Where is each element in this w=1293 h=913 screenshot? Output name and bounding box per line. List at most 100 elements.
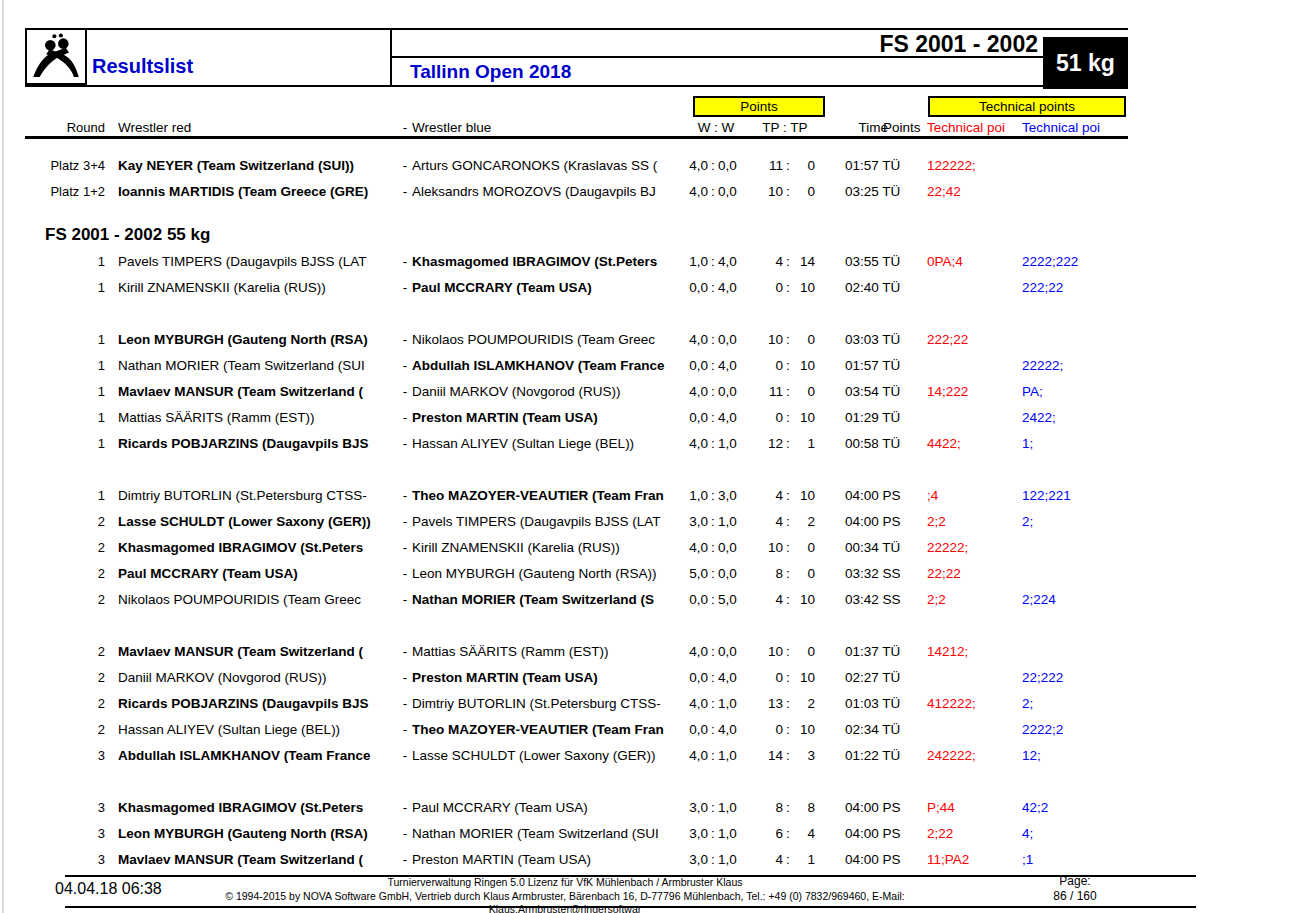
time-result-cell: 03:03 TÜ bbox=[845, 327, 930, 353]
classification-points-blue: 0,0 bbox=[718, 153, 752, 179]
technical-score-separator: : bbox=[783, 795, 793, 821]
classification-points-separator: : bbox=[708, 821, 718, 847]
time-result-cell: 01:03 TÜ bbox=[845, 691, 930, 717]
technical-score-separator: : bbox=[783, 847, 793, 873]
classification-points-red: 5,0 bbox=[680, 561, 708, 587]
technical-score-blue: 0 bbox=[793, 639, 815, 665]
technical-score-separator: : bbox=[783, 483, 793, 509]
technical-score-blue: 1 bbox=[793, 431, 815, 457]
technical-points-blue-cell: 2; bbox=[1022, 509, 1128, 535]
wrestler-blue-cell: Theo MAZOYER-VEAUTIER (Team Fran bbox=[412, 483, 678, 509]
round-cell: 1 bbox=[25, 431, 105, 457]
classification-points-red: 4,0 bbox=[680, 743, 708, 769]
wrestler-blue-cell: Nathan MORIER (Team Switzerland (SUI bbox=[412, 821, 678, 847]
classification-points-blue: 1,0 bbox=[718, 743, 752, 769]
classification-points-red: 0,0 bbox=[680, 275, 708, 301]
classification-points-red: 0,0 bbox=[680, 405, 708, 431]
wrestler-red-cell: Nathan MORIER (Team Switzerland (SUI bbox=[118, 353, 398, 379]
technical-score-red: 10 bbox=[755, 639, 783, 665]
technical-score-separator: : bbox=[783, 509, 793, 535]
round-cell: 1 bbox=[25, 275, 105, 301]
time-result-cell: 01:57 TÜ bbox=[845, 353, 930, 379]
bout-row: 3 Abdullah ISLAMKHANOV (Team France - La… bbox=[25, 743, 1128, 769]
bout-row: 3 Mavlaev MANSUR (Team Switzerland ( - P… bbox=[25, 847, 1128, 873]
bout-row: 2 Daniil MARKOV (Novgorod (RUS)) - Prest… bbox=[25, 665, 1128, 691]
technical-score-separator: : bbox=[783, 639, 793, 665]
round-cell: 1 bbox=[25, 249, 105, 275]
time-result-cell: 03:55 TÜ bbox=[845, 249, 930, 275]
column-header-technical-blue: Technical poi bbox=[1022, 119, 1128, 136]
bout-row: 3 Khasmagomed IBRAGIMOV (St.Peters - Pau… bbox=[25, 795, 1128, 821]
technical-points-red-cell: 0PA;4 bbox=[927, 249, 1021, 275]
wrestler-blue-cell: Preston MARTIN (Team USA) bbox=[412, 405, 678, 431]
wrestler-red-cell: Mattias SÄÄRITS (Ramm (EST)) bbox=[118, 405, 398, 431]
technical-score-red: 12 bbox=[755, 431, 783, 457]
technical-points-red-cell: ;4 bbox=[927, 483, 1021, 509]
wrestler-red-cell: Kirill ZNAMENSKII (Karelia (RUS)) bbox=[118, 275, 398, 301]
classification-points-blue: 1,0 bbox=[718, 509, 752, 535]
technical-points-red-cell: 22222; bbox=[927, 535, 1021, 561]
wrestler-blue-cell: Arturs GONCARONOKS (Kraslavas SS ( bbox=[412, 153, 678, 179]
time-result-cell: 00:58 TÜ bbox=[845, 431, 930, 457]
technical-score-red: 0 bbox=[755, 717, 783, 743]
technical-score-red: 0 bbox=[755, 405, 783, 431]
technical-score-blue: 3 bbox=[793, 743, 815, 769]
wrestler-blue-cell: Preston MARTIN (Team USA) bbox=[412, 847, 678, 873]
separator-dash: - bbox=[399, 665, 411, 691]
page-title: Resultslist bbox=[92, 55, 193, 78]
column-header-wrestler-blue: Wrestler blue bbox=[412, 119, 678, 136]
wrestler-blue-cell: Preston MARTIN (Team USA) bbox=[412, 665, 678, 691]
technical-score-red: 8 bbox=[755, 561, 783, 587]
technical-score-red: 0 bbox=[755, 353, 783, 379]
technical-score-separator: : bbox=[783, 405, 793, 431]
technical-points-red-cell: 2;2 bbox=[927, 509, 1021, 535]
age-category-title: FS 2001 - 2002 bbox=[640, 31, 1038, 58]
wrestler-blue-cell: Theo MAZOYER-VEAUTIER (Team Fran bbox=[412, 717, 678, 743]
wrestler-red-cell: Mavlaev MANSUR (Team Switzerland ( bbox=[118, 639, 398, 665]
separator-dash: - bbox=[399, 431, 411, 457]
classification-points-blue: 1,0 bbox=[718, 795, 752, 821]
wrestler-blue-cell: Paul MCCRARY (Team USA) bbox=[412, 275, 678, 301]
time-result-cell: 01:57 TÜ bbox=[845, 153, 930, 179]
technical-score-red: 10 bbox=[755, 179, 783, 205]
bout-row: Platz 1+2 Ioannis MARTIDIS (Team Greece … bbox=[25, 179, 1128, 205]
wrestler-red-cell: Abdullah ISLAMKHANOV (Team France bbox=[118, 743, 398, 769]
classification-points-separator: : bbox=[708, 665, 718, 691]
bout-row: 1 Leon MYBURGH (Gauteng North (RSA) - Ni… bbox=[25, 327, 1128, 353]
technical-points-blue-cell: 2;224 bbox=[1022, 587, 1128, 613]
round-cell: 2 bbox=[25, 639, 105, 665]
technical-score-separator: : bbox=[783, 743, 793, 769]
technical-score-blue: 0 bbox=[793, 379, 815, 405]
round-cell: 1 bbox=[25, 483, 105, 509]
technical-score-separator: : bbox=[783, 353, 793, 379]
classification-points-separator: : bbox=[708, 561, 718, 587]
separator-dash: - bbox=[399, 821, 411, 847]
technical-points-red-cell: 14212; bbox=[927, 639, 1021, 665]
wrestler-red-cell: Mavlaev MANSUR (Team Switzerland ( bbox=[118, 847, 398, 873]
wrestler-blue-cell: Abdullah ISLAMKHANOV (Team France bbox=[412, 353, 678, 379]
separator-dash: - bbox=[399, 509, 411, 535]
classification-points-separator: : bbox=[708, 405, 718, 431]
classification-points-separator: : bbox=[708, 153, 718, 179]
classification-points-blue: 4,0 bbox=[718, 405, 752, 431]
classification-points-blue: 1,0 bbox=[718, 431, 752, 457]
technical-score-separator: : bbox=[783, 717, 793, 743]
technical-score-blue: 1 bbox=[793, 847, 815, 873]
technical-score-separator: : bbox=[783, 821, 793, 847]
round-cell: 3 bbox=[25, 821, 105, 847]
time-result-cell: 04:00 PS bbox=[845, 795, 930, 821]
round-cell: 2 bbox=[25, 561, 105, 587]
separator-dash: - bbox=[399, 249, 411, 275]
classification-points-blue: 4,0 bbox=[718, 665, 752, 691]
classification-points-red: 1,0 bbox=[680, 483, 708, 509]
resultslist-page: { "header": { "title": "Resultslist", "e… bbox=[0, 0, 1293, 913]
round-cell: 2 bbox=[25, 509, 105, 535]
separator-dash: - bbox=[399, 743, 411, 769]
classification-points-red: 3,0 bbox=[680, 847, 708, 873]
technical-points-blue-cell: 2222;222 bbox=[1022, 249, 1128, 275]
wrestler-red-cell: Paul MCCRARY (Team USA) bbox=[118, 561, 398, 587]
bout-group: 1 Leon MYBURGH (Gauteng North (RSA) - Ni… bbox=[25, 327, 1128, 457]
classification-points-red: 1,0 bbox=[680, 249, 708, 275]
wrestler-red-cell: Leon MYBURGH (Gauteng North (RSA) bbox=[118, 327, 398, 353]
classification-points-blue: 1,0 bbox=[718, 821, 752, 847]
